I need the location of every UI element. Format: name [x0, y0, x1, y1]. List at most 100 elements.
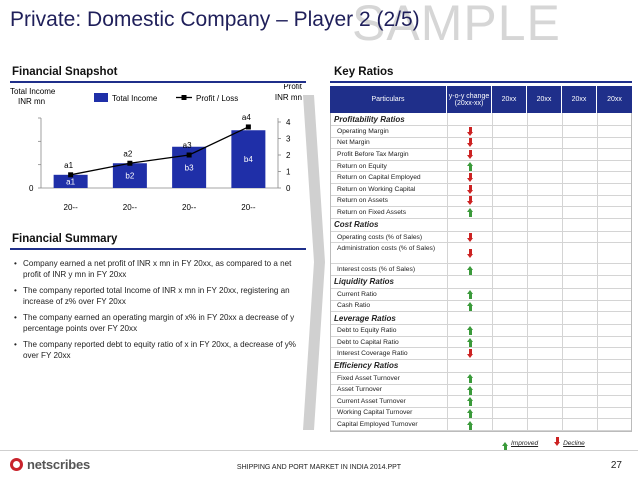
ratio-yoy-cell [448, 243, 493, 264]
down-arrow-icon [467, 196, 473, 206]
ratio-group-row: Efficiency Ratios [331, 359, 633, 373]
ratio-year-cell [528, 372, 563, 384]
ratio-year-cell [528, 288, 563, 300]
ratio-yoy-cell [448, 195, 493, 207]
ratio-year-cell [528, 336, 563, 348]
ratio-yoy-cell [448, 312, 493, 325]
bar-data-label: a1 [66, 177, 75, 186]
x-tick-label: 20-- [241, 203, 256, 212]
summary-bullet: The company earned an operating margin o… [14, 312, 302, 334]
ratio-year-cell [528, 243, 563, 264]
ratio-year-cell [493, 396, 528, 407]
ratio-year-cell [598, 184, 633, 195]
bar-data-label: b2 [125, 172, 134, 181]
ratio-year-cell [528, 160, 563, 172]
page-title: Private: Domestic Company – Player 2 (2/… [10, 8, 420, 31]
ratio-year-cell [598, 385, 633, 396]
decline-arrow-icon [554, 436, 561, 446]
y-right-tick-label: 0 [286, 184, 291, 193]
ratio-row: Return on Capital Employed [331, 172, 631, 184]
ratio-year-cell [598, 113, 633, 125]
ratio-year-cell [493, 325, 528, 336]
ratio-label: Return on Fixed Assets [331, 207, 448, 218]
header-particulars: Particulars [330, 86, 447, 113]
ratio-row: Current Asset Turnover [331, 396, 631, 408]
ratio-year-cell [493, 372, 528, 384]
ratio-year-cell [528, 218, 563, 231]
ratio-row: Operating Margin [331, 126, 631, 138]
ratio-yoy-cell [448, 325, 493, 336]
x-tick-label: 20-- [123, 203, 138, 212]
ratio-year-cell [528, 195, 563, 207]
ratio-row: Profit Before Tax Margin [331, 149, 631, 161]
ratio-yoy-cell [448, 336, 493, 348]
ratio-year-cell [528, 419, 563, 430]
ratio-year-cell [493, 207, 528, 218]
down-arrow-icon [467, 349, 473, 359]
ratio-yoy-cell [448, 218, 493, 231]
ratio-year-cell [563, 300, 598, 312]
ratio-yoy-cell [448, 288, 493, 300]
ratio-year-cell [563, 264, 598, 275]
ratio-row: Asset Turnover [331, 384, 633, 397]
up-arrow-icon [467, 208, 473, 218]
x-tick-label: 20-- [64, 203, 79, 212]
header-year: 20xx [492, 86, 527, 113]
ratio-group-label: Liquidity Ratios [331, 275, 448, 288]
y-axis-right-label: Profit [283, 84, 302, 91]
ratio-year-cell [598, 276, 633, 288]
ratio-year-cell [563, 172, 598, 183]
ratio-year-cell [528, 126, 563, 137]
ratio-row: Capital Employed Turnover [331, 419, 631, 431]
legend-label-profit: Profit / Loss [196, 94, 238, 103]
profit-loss-point [186, 152, 192, 158]
ratio-group-row: Profitability Ratios [331, 113, 631, 126]
summary-title: Financial Summary [12, 233, 118, 245]
y-right-tick-label: 4 [286, 118, 291, 127]
ratio-year-cell [528, 396, 563, 407]
ratio-year-cell [563, 160, 598, 172]
ratio-group-label: Cost Ratios [331, 218, 448, 231]
bar-total-income [53, 174, 88, 188]
up-arrow-icon [467, 338, 473, 348]
profit-loss-point [127, 160, 133, 166]
ratio-row: Current Ratio [331, 288, 631, 301]
ratio-year-cell [493, 137, 528, 149]
ratio-label: Interest Coverage Ratio [331, 348, 448, 359]
ratio-year-cell [493, 149, 528, 160]
ratio-year-cell [563, 137, 598, 149]
ratio-year-cell [563, 126, 598, 137]
ratio-label: Return on Capital Employed [331, 172, 448, 183]
financial-chart: Total Income INR mn Profit INR mn Total Inco… [8, 82, 308, 220]
ratio-year-cell [493, 126, 528, 137]
ratio-year-cell [493, 312, 528, 325]
ratio-year-cell [563, 231, 598, 243]
ratio-year-cell [493, 183, 528, 195]
ratio-year-cell [598, 301, 633, 312]
ratio-year-cell [563, 312, 598, 325]
ratio-label: Return on Working Capital [331, 183, 448, 195]
ratio-yoy-cell [448, 231, 493, 243]
ratio-yoy-cell [448, 264, 493, 275]
ratios-body: Profitability Ratios Operating Margin Net … [330, 113, 632, 432]
legend-label-total-income: Total Income [112, 94, 158, 103]
down-arrow-icon [467, 138, 473, 148]
ratio-year-cell [598, 360, 633, 372]
ratio-year-cell [493, 172, 528, 183]
logo-text: netscribes [27, 457, 91, 472]
ratio-label: Current Asset Turnover [331, 396, 448, 407]
ratio-row: Debt to Equity Ratio [331, 325, 631, 337]
footer-divider [0, 450, 638, 451]
ratio-row: Fixed Asset Turnover [331, 372, 631, 385]
page-number: 27 [610, 460, 622, 471]
ratio-label: Profit Before Tax Margin [331, 149, 448, 160]
ratio-year-cell [528, 359, 563, 372]
ratio-year-cell [563, 372, 598, 384]
ratio-label: Debt to Equity Ratio [331, 325, 448, 336]
ratio-year-cell [598, 264, 633, 275]
ratio-year-cell [563, 384, 598, 396]
ratio-row: Return on Equity [331, 160, 631, 173]
ratio-group-label: Efficiency Ratios [331, 359, 448, 372]
ratio-year-cell [598, 337, 633, 348]
